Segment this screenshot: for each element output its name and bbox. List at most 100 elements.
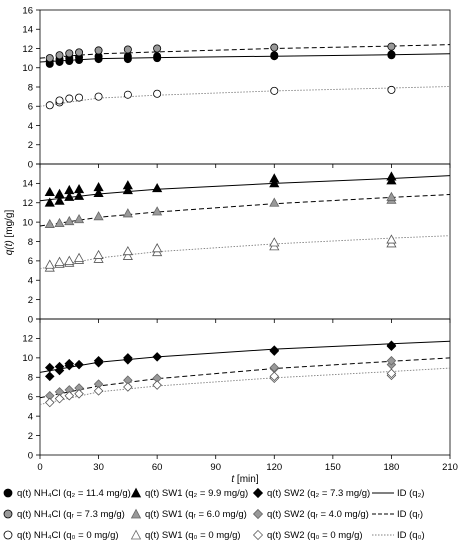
data-point-triangle — [152, 206, 163, 216]
data-point-circle — [75, 48, 84, 57]
legend-item: q(t) NH₄Cl (q₂ = 11.4 mg/g) — [2, 484, 131, 502]
legend-label: q(t) SW2 (q₂ = 7.3 mg/g) — [267, 487, 371, 499]
legend-label: q(t) SW1 (q₀ = 0 mg/g) — [145, 529, 241, 541]
data-point-triangle — [64, 191, 75, 201]
data-point-diamond — [74, 389, 84, 399]
panel-3 — [36, 318, 451, 459]
legend-item: q(t) NH₄Cl (q₀ = 0 mg/g) — [2, 526, 119, 544]
data-point-triangle — [152, 182, 163, 193]
legend-item: q(t) SW1 (q₂ = 9.9 mg/g) — [130, 484, 248, 502]
data-point-circle — [270, 43, 279, 52]
legend-row: q(t) NH₄Cl (qᵣ = 7.3 mg/g) q(t) SW1 (qᵣ =… — [0, 505, 467, 523]
data-point-circle — [123, 52, 132, 61]
data-point-circle — [123, 90, 132, 99]
data-point-diamond — [123, 353, 133, 363]
legend-symbol-line-dashed — [372, 513, 394, 515]
data-point-triangle — [44, 186, 55, 197]
data-point-triangle — [93, 211, 104, 221]
fit-line-dashed — [39, 194, 451, 227]
x-axis-label: t [min] — [231, 474, 258, 485]
x-tick-label: 180 — [383, 462, 399, 473]
legend-item: ID (q₀) — [372, 526, 425, 544]
fit-line-dashed — [39, 357, 451, 399]
fit-line-solid — [39, 175, 451, 202]
data-point-circle — [94, 46, 103, 55]
data-point-circle — [387, 50, 396, 59]
data-point-circle — [153, 44, 162, 53]
data-point-triangle — [73, 252, 85, 262]
data-point-diamond — [386, 356, 397, 366]
x-tick-label: 0 — [37, 462, 42, 473]
fit-line-dotted — [39, 235, 451, 270]
x-tick-label: 90 — [210, 462, 221, 473]
data-point-diamond — [54, 361, 65, 372]
data-point-circle — [55, 96, 64, 105]
y-tick-label: 0 — [28, 314, 33, 325]
data-point-diamond — [152, 352, 162, 362]
data-point-circle — [387, 85, 396, 94]
data-point-diamond — [74, 359, 84, 370]
data-point-diamond — [269, 362, 280, 373]
legend-item: ID (qᵣ) — [372, 505, 423, 523]
fit-line-dotted — [39, 367, 451, 405]
data-point-triangle — [386, 171, 397, 181]
data-point-triangle — [73, 190, 85, 200]
y-tick-label: 4 — [28, 276, 33, 287]
data-point-diamond — [44, 362, 55, 373]
y-tick-label: 14 — [22, 179, 33, 190]
y-tick-label: 6 — [28, 102, 33, 113]
legend-symbol-triangle — [130, 487, 142, 498]
y-tick-label: 12 — [22, 44, 33, 55]
x-tick-label: 120 — [266, 462, 282, 473]
y-tick-label: 4 — [28, 411, 33, 422]
legend-label: ID (qᵣ) — [397, 508, 424, 520]
legend-symbol-line-solid — [372, 492, 394, 494]
fit-line-solid — [39, 53, 451, 63]
legend-row: q(t) NH₄Cl (q₀ = 0 mg/g) q(t) SW1 (q₀ = 0… — [0, 526, 467, 544]
y-tick-label: 10 — [22, 217, 33, 228]
data-point-triangle — [386, 191, 397, 201]
data-point-circle — [55, 51, 64, 60]
legend-item: q(t) SW2 (q₂ = 7.3 mg/g) — [252, 484, 370, 502]
legend-item: ID (q₂) — [372, 484, 424, 502]
y-tick-label: 14 — [22, 25, 33, 36]
data-point-triangle — [54, 217, 65, 228]
panel-1 — [36, 9, 451, 168]
legend-label: q(t) SW2 (q₀ = 0 mg/g) — [267, 529, 363, 541]
data-point-diamond — [44, 397, 55, 408]
data-point-triangle — [122, 245, 133, 256]
data-point-circle — [65, 94, 74, 103]
legend-symbol-triangle — [130, 508, 142, 519]
data-point-circle — [45, 101, 54, 110]
data-point-triangle — [54, 188, 65, 198]
legend: q(t) NH₄Cl (q₂ = 11.4 mg/g) q(t) SW1 (q₂ … — [0, 478, 467, 550]
legend-label: q(t) NH₄Cl (q₀ = 0 mg/g) — [17, 529, 119, 541]
data-point-triangle — [122, 184, 133, 195]
legend-item: q(t) SW2 (q₀ = 0 mg/g) — [252, 526, 363, 544]
y-axis-label: q(t) [mg/g] — [4, 210, 15, 256]
data-point-triangle — [93, 187, 104, 197]
data-point-diamond — [269, 345, 280, 355]
legend-symbol-circle — [3, 509, 13, 519]
legend-item: q(t) SW1 (qᵣ = 6.0 mg/g) — [130, 505, 247, 523]
y-tick-label: 8 — [28, 237, 33, 248]
data-point-triangle — [386, 234, 397, 244]
fit-line-dashed — [39, 44, 451, 59]
legend-label: ID (q₀) — [397, 529, 425, 541]
legend-label: q(t) SW1 (q₂ = 9.9 mg/g) — [145, 487, 249, 499]
data-point-triangle — [44, 197, 55, 207]
panel-2 — [36, 163, 451, 323]
legend-symbol-diamond — [252, 508, 264, 520]
data-point-diamond — [64, 390, 75, 401]
panel-frame — [39, 9, 451, 165]
data-point-triangle — [93, 249, 104, 259]
data-point-triangle — [269, 197, 280, 207]
legend-symbol-circle — [3, 530, 13, 540]
y-tick-label: 10 — [22, 63, 33, 74]
data-point-triangle — [122, 180, 133, 190]
data-point-diamond — [123, 382, 133, 392]
x-tick-label: 150 — [325, 462, 341, 473]
legend-label: q(t) NH₄Cl (q₂ = 11.4 mg/g) — [17, 487, 131, 499]
data-point-circle — [153, 89, 162, 98]
